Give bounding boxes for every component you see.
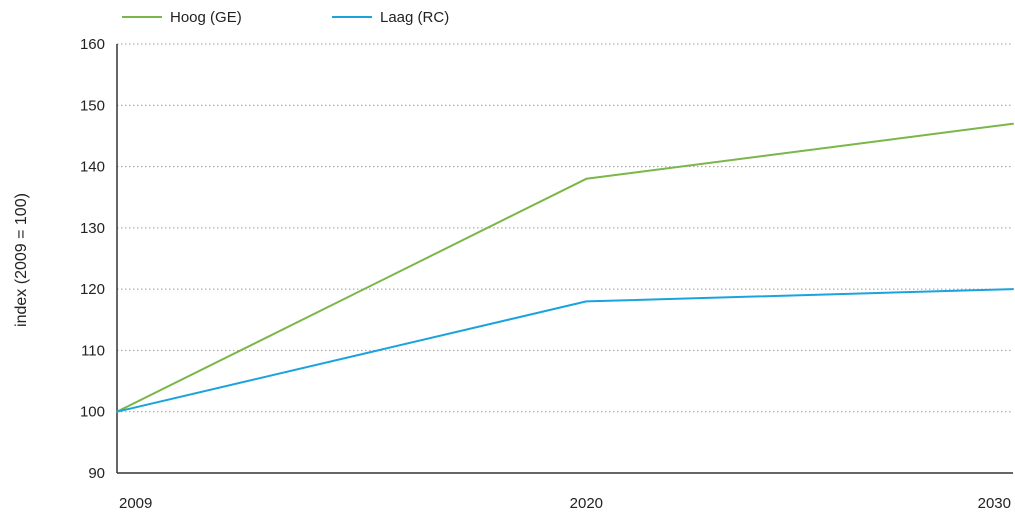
legend-item-1: Hoog (GE) [122,9,242,26]
y-tick-label-90: 90 [88,465,105,482]
legend: Hoog (GE) Laag (RC) [122,9,449,26]
series-line-1 [116,122,1014,413]
y-axis-title: index (2009 = 100) [13,193,30,327]
x-tick-label-2009: 2009 [119,495,152,512]
legend-label-1: Hoog (GE) [170,9,242,26]
y-tick-label-110: 110 [81,342,105,359]
series-line-2 [116,288,1014,413]
y-tick-label-130: 130 [80,220,105,237]
x-tick-label-2020: 2020 [570,495,603,512]
y-tick-label-160: 160 [80,36,105,53]
axes [116,44,1013,474]
y-tick-label-100: 100 [80,404,105,421]
y-tick-label-150: 150 [80,97,105,114]
y-tick-label-140: 140 [80,159,105,176]
tick-labels: 90 100 110 120 130 140 150 160 2009 2020 2030 [80,36,1011,512]
series-lines [116,122,1014,413]
grid-lines [117,43,1013,413]
x-tick-label-2030: 2030 [978,495,1011,512]
legend-item-2: Laag (RC) [332,9,449,26]
y-tick-label-120: 120 [80,281,105,298]
legend-label-2: Laag (RC) [380,9,449,26]
